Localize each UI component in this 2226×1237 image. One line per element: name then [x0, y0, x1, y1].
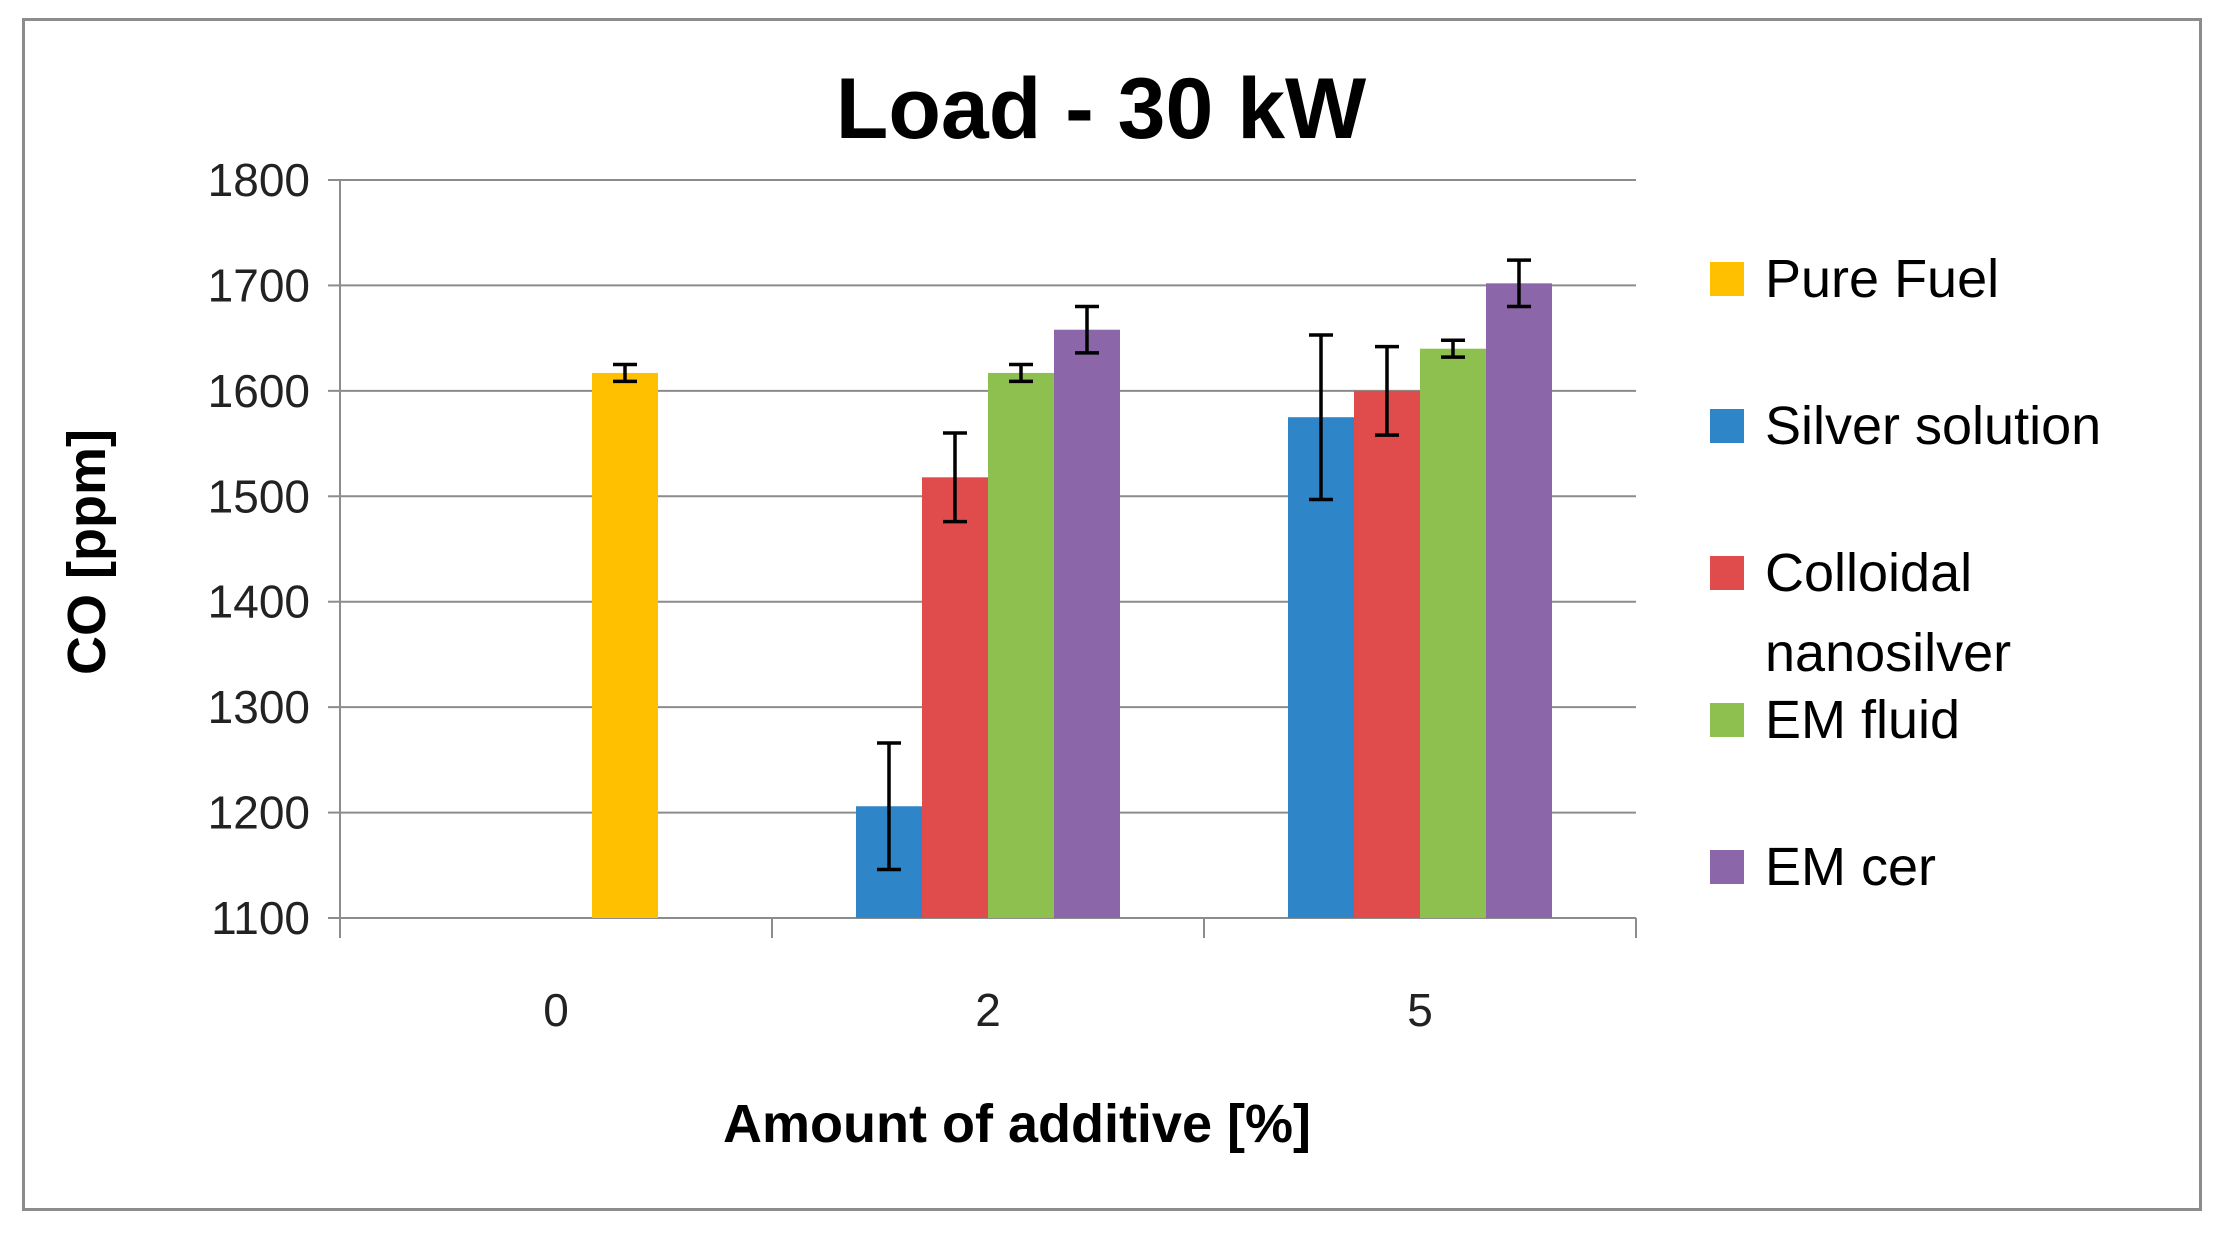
legend-label: EM fluid [1765, 690, 1960, 750]
error-bars [613, 258, 1531, 872]
legend-swatch [1710, 262, 1744, 296]
bar [1354, 390, 1420, 918]
legend-label-line: EM cer [1765, 837, 1936, 897]
chart-title: Load - 30 kW [836, 61, 1367, 157]
legend-label: Silver solution [1765, 396, 2101, 456]
bar [1420, 348, 1486, 919]
y-tick-label: 1200 [208, 787, 310, 839]
bar [592, 372, 658, 918]
x-tick-label: 2 [975, 984, 1001, 1036]
legend-swatch [1710, 850, 1744, 884]
bar [922, 477, 988, 918]
legend-label: EM cer [1765, 837, 1936, 897]
y-tick-label: 1700 [208, 259, 310, 311]
bar [1054, 329, 1120, 918]
legend-label-line: EM fluid [1765, 690, 1960, 750]
bar [1486, 283, 1552, 918]
y-axis-title: CO [ppm] [57, 429, 117, 675]
legend-swatch [1710, 703, 1744, 737]
x-axis-title: Amount of additive [%] [723, 1094, 1311, 1154]
legend: Pure Fuel Silver solution Colloidal nanosil… [1710, 249, 2101, 897]
y-tick-label: 1800 [208, 154, 310, 206]
y-tick-label: 1600 [208, 365, 310, 417]
y-tick-label: 1400 [208, 576, 310, 628]
legend-label-line: Colloidal [1765, 543, 1972, 603]
y-tick-label: 1100 [211, 892, 310, 944]
legend-label-line: nanosilver [1765, 623, 2011, 683]
bars [592, 283, 1552, 919]
y-tick-label: 1300 [208, 681, 310, 733]
legend-swatch [1710, 556, 1744, 590]
x-tick-label: 5 [1407, 984, 1433, 1036]
bar [988, 372, 1054, 918]
legend-label-line: Silver solution [1765, 396, 2101, 456]
legend-label: Pure Fuel [1765, 249, 1999, 309]
x-tick-label: 0 [543, 984, 569, 1036]
legend-label: Colloidal nanosilver [1765, 543, 2011, 683]
y-tick-label: 1500 [208, 470, 310, 522]
tick-labels: 1100 1200 1300 1400 1500 1600 1700 1800 0 2 5 [208, 154, 1433, 1036]
legend-swatch [1710, 409, 1744, 443]
legend-label-line: Pure Fuel [1765, 249, 1999, 309]
